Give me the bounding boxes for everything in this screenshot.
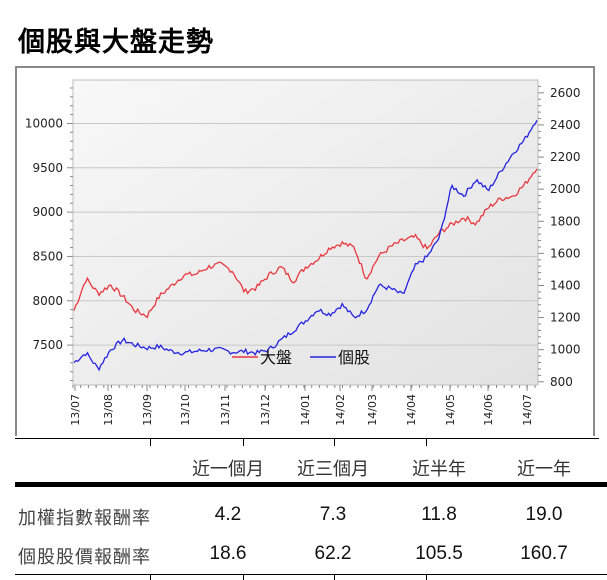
right-axis-tick-label: 1400 <box>550 278 581 292</box>
row-label-stock-return: 個股股價報酬率 <box>18 547 151 568</box>
x-axis-tick-label: 14/02 <box>334 394 347 426</box>
cell-stock-1y: 160.7 <box>520 543 568 564</box>
left-axis-tick-label: 8000 <box>32 294 63 308</box>
col-header-3m: 近三個月 <box>297 459 369 480</box>
x-axis-tick-label: 14/01 <box>299 394 312 426</box>
right-axis-tick-label: 2200 <box>550 150 581 164</box>
right-axis-tick-label: 1600 <box>550 246 581 260</box>
left-axis-tick-label: 7500 <box>32 338 63 352</box>
right-axis-tick-label: 1800 <box>550 214 581 228</box>
column-divider <box>243 574 244 580</box>
x-axis-tick-label: 13/10 <box>179 394 192 426</box>
table-bottom-rule <box>15 574 607 575</box>
x-axis-tick-label: 14/06 <box>482 394 495 426</box>
row-label-index-return: 加權指數報酬率 <box>18 508 151 529</box>
legend-stock-label: 個股 <box>338 348 370 367</box>
col-header-6m: 近半年 <box>412 459 466 480</box>
x-axis-tick-label: 14/07 <box>521 394 534 426</box>
cell-stock-1m: 18.6 <box>209 543 247 564</box>
legend-market-label: 大盤 <box>260 348 292 367</box>
column-divider <box>334 574 335 580</box>
right-axis-tick-label: 1200 <box>550 311 581 325</box>
x-axis-tick-label: 13/07 <box>69 394 82 426</box>
stock-price-line <box>73 120 538 372</box>
left-axis-tick-label: 10000 <box>25 116 63 130</box>
gridlines <box>73 122 538 346</box>
cell-index-6m: 11.8 <box>421 504 457 525</box>
line-chart: 10000 9500 9000 8500 8000 7500 2600 2400 2200 20… <box>25 79 581 426</box>
x-axis-tick-label: 14/03 <box>366 394 379 426</box>
table-top-rule <box>15 438 599 439</box>
column-divider <box>334 438 335 446</box>
plot-area <box>72 79 539 386</box>
cell-index-1y: 19.0 <box>525 504 563 525</box>
right-y-axis: 2600 2400 2200 2000 1800 1600 1400 1200 1000 800 <box>538 86 581 389</box>
column-divider <box>426 438 427 446</box>
x-axis: 13/07 13/08 13/09 13/10 13/11 13/12 14/01 14/02… <box>69 385 536 426</box>
cell-index-1m: 4.2 <box>214 504 242 525</box>
legend: 大盤 個股 <box>232 348 370 367</box>
header-rule <box>15 482 607 487</box>
left-axis-tick-label: 9000 <box>32 205 63 219</box>
left-y-axis: 10000 9500 9000 8500 8000 7500 <box>25 87 73 382</box>
col-header-1m: 近一個月 <box>192 459 264 480</box>
column-divider <box>150 438 151 446</box>
x-axis-tick-label: 13/09 <box>141 394 154 426</box>
right-axis-tick-label: 1000 <box>550 343 581 357</box>
cell-stock-6m: 105.5 <box>415 543 463 564</box>
right-axis-tick-label: 2600 <box>550 86 581 100</box>
left-axis-tick-label: 8500 <box>32 249 63 263</box>
x-axis-tick-label: 14/04 <box>405 394 418 426</box>
cell-stock-3m: 62.2 <box>314 543 352 564</box>
x-axis-tick-label: 13/11 <box>219 394 232 426</box>
col-header-1y: 近一年 <box>517 459 571 480</box>
x-axis-tick-label: 13/08 <box>102 394 115 426</box>
cell-index-3m: 7.3 <box>319 504 347 525</box>
left-axis-tick-label: 9500 <box>32 161 63 175</box>
right-axis-tick-label: 800 <box>550 375 573 389</box>
right-axis-tick-label: 2000 <box>550 182 581 196</box>
market-index-line <box>73 168 538 319</box>
column-divider <box>426 574 427 580</box>
page-title: 個股與大盤走勢 <box>18 27 214 58</box>
x-axis-tick-label: 14/05 <box>444 394 457 426</box>
right-axis-tick-label: 2400 <box>550 118 581 132</box>
column-divider <box>243 438 244 446</box>
x-axis-tick-label: 13/12 <box>259 394 272 426</box>
column-divider <box>150 574 151 580</box>
